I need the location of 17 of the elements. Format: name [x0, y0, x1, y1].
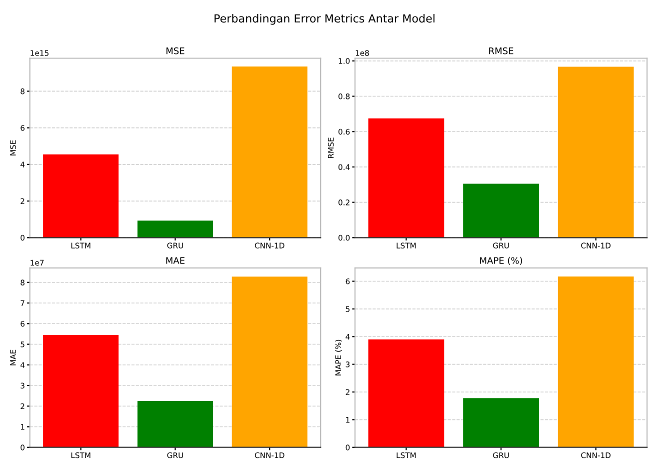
chart-title: MAPE (%): [480, 256, 522, 265]
bar: [43, 334, 119, 448]
bar: [368, 118, 444, 238]
bar: [137, 400, 213, 448]
bar: [558, 276, 634, 448]
chart-title: MSE: [166, 47, 184, 54]
bar: [43, 154, 119, 238]
bar: [558, 66, 634, 238]
bar: [137, 220, 213, 238]
bar: [232, 276, 308, 448]
chart-subtitle: Perbandingan Error Metrics Antar Model: [214, 14, 434, 25]
bar: [463, 184, 539, 238]
chart-title: RMSE: [489, 47, 514, 54]
bar: [232, 66, 308, 238]
bar: [463, 398, 539, 448]
chart-title: MAE: [166, 257, 184, 264]
bar: [368, 339, 444, 448]
